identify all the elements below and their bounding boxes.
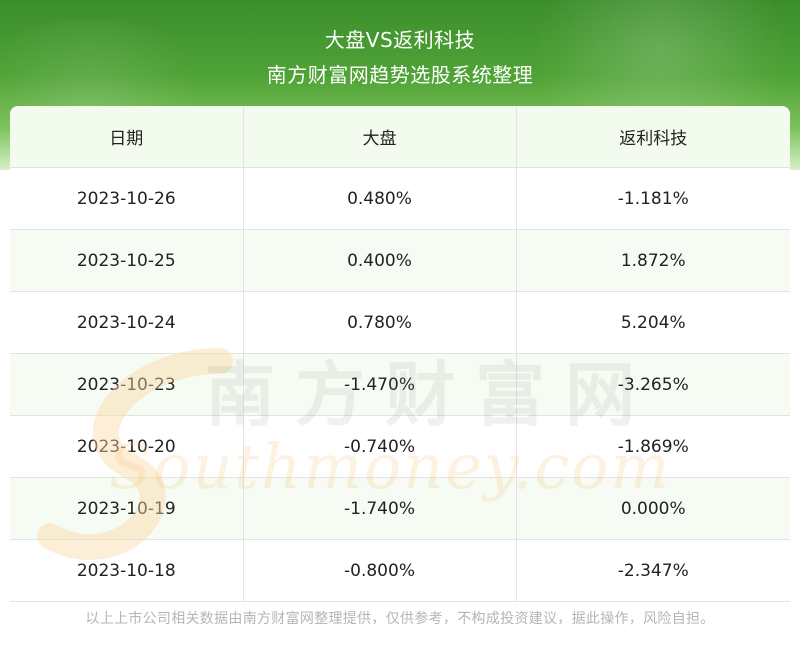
disclaimer-text: 以上上市公司相关数据由南方财富网整理提供，仅供参考，不构成投资建议，据此操作，风… xyxy=(85,611,715,627)
page-title: 大盘VS返利科技 xyxy=(324,28,476,52)
cell-date: 2023-10-26 xyxy=(10,167,243,230)
cell-stock-change: 0.000% xyxy=(515,477,790,540)
cell-market-change: -1.470% xyxy=(242,353,516,416)
cell-date: 2023-10-18 xyxy=(10,539,243,602)
table-row: 2023-10-26 0.480% -1.181% xyxy=(10,167,790,230)
table-row: 2023-10-20 -0.740% -1.869% xyxy=(10,415,790,478)
cell-date: 2023-10-19 xyxy=(10,477,243,540)
cell-date: 2023-10-20 xyxy=(10,415,243,478)
cell-market-change: 0.480% xyxy=(242,167,516,230)
cell-market-change: 0.780% xyxy=(242,291,516,354)
table-row: 2023-10-25 0.400% 1.872% xyxy=(10,229,790,292)
cell-stock-change: 5.204% xyxy=(515,291,790,354)
cell-date: 2023-10-23 xyxy=(10,353,243,416)
header-banner: 大盘VS返利科技 南方财富网趋势选股系统整理 xyxy=(0,0,800,170)
table-row: 2023-10-23 -1.470% -3.265% xyxy=(10,353,790,416)
cell-market-change: -0.740% xyxy=(242,415,516,478)
data-table-card: 日期 大盘 返利科技 2023-10-26 0.480% -1.181% 2023-1… xyxy=(10,106,790,602)
cell-stock-change: -2.347% xyxy=(515,539,790,602)
cell-stock-change: 1.872% xyxy=(515,229,790,292)
cell-stock-change: -3.265% xyxy=(515,353,790,416)
table-row: 2023-10-18 -0.800% -2.347% xyxy=(10,539,790,602)
cell-market-change: -0.800% xyxy=(242,539,516,602)
column-header-date: 日期 xyxy=(10,106,243,168)
cell-market-change: -1.740% xyxy=(242,477,516,540)
comparison-table: 日期 大盘 返利科技 2023-10-26 0.480% -1.181% 2023-1… xyxy=(10,106,790,602)
column-header-market: 大盘 xyxy=(242,106,516,168)
cell-stock-change: -1.869% xyxy=(515,415,790,478)
cell-market-change: 0.400% xyxy=(242,229,516,292)
table-row: 2023-10-24 0.780% 5.204% xyxy=(10,291,790,354)
cell-date: 2023-10-24 xyxy=(10,291,243,354)
table-header-row: 日期 大盘 返利科技 xyxy=(10,106,790,168)
table-row: 2023-10-19 -1.740% 0.000% xyxy=(10,477,790,540)
page-subtitle: 南方财富网趋势选股系统整理 xyxy=(266,63,534,87)
cell-date: 2023-10-25 xyxy=(10,229,243,292)
column-header-stock: 返利科技 xyxy=(515,106,790,168)
table-body: 2023-10-26 0.480% -1.181% 2023-10-25 0.400% 1… xyxy=(10,167,790,602)
cell-stock-change: -1.181% xyxy=(515,167,790,230)
